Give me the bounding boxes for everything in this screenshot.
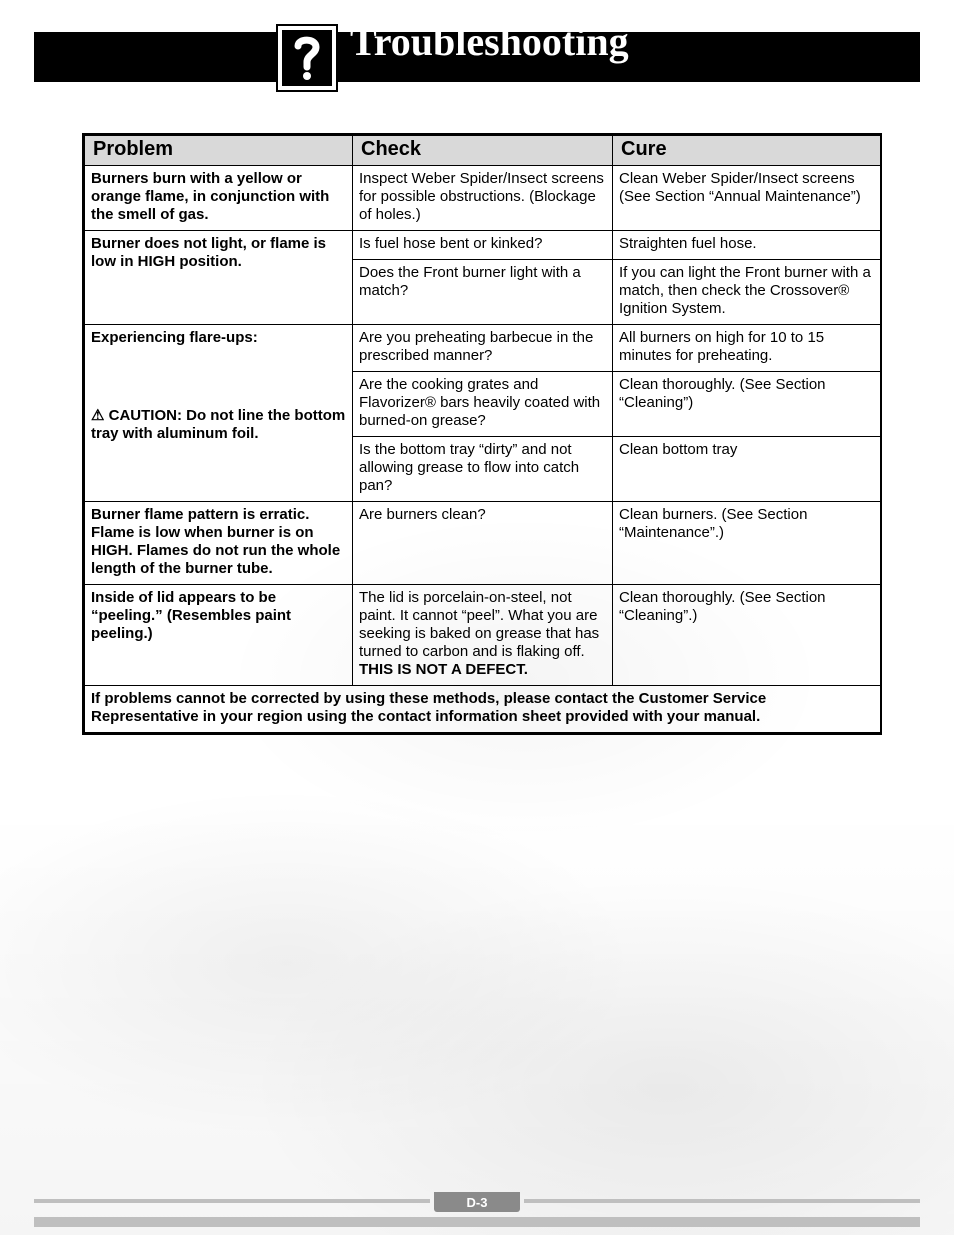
table-row: Burner flame pattern is erratic. Flame i… [85, 502, 881, 585]
cell-cure: Clean thoroughly. (See Section “Cleaning… [613, 372, 881, 437]
cell-check: The lid is porcelain-on-steel, not paint… [353, 585, 613, 686]
cell-check: Is the bottom tray “dirty” and not allow… [353, 437, 613, 502]
cell-cure: Straighten fuel hose. [613, 231, 881, 260]
col-header-check: Check [353, 136, 613, 166]
page-number: D-3 [467, 1195, 488, 1210]
cell-cure: If you can light the Front burner with a… [613, 260, 881, 325]
col-header-cure: Cure [613, 136, 881, 166]
troubleshooting-table: Problem Check Cure Burners burn with a y… [82, 133, 882, 735]
cell-cure: Clean thoroughly. (See Section “Cleaning… [613, 585, 881, 686]
cell-cure: Clean Weber Spider/Insect screens (See S… [613, 166, 881, 231]
cell-problem: Experiencing flare-ups: ⚠ CAUTION: Do no… [85, 325, 353, 502]
problem-top: Experiencing flare-ups: [91, 329, 258, 346]
table-row: Burner does not light, or flame is low i… [85, 231, 881, 260]
cell-check: Are you preheating barbecue in the presc… [353, 325, 613, 372]
table-header-row: Problem Check Cure [85, 136, 881, 166]
cell-cure: All burners on high for 10 to 15 minutes… [613, 325, 881, 372]
cell-problem: Inside of lid appears to be “peeling.” (… [85, 585, 353, 686]
cell-check: Are the cooking grates and Flavorizer® b… [353, 372, 613, 437]
cell-check: Are burners clean? [353, 502, 613, 585]
manual-page: Troubleshooting Problem Check Cure Burne… [0, 0, 954, 1235]
cell-check: Does the Front burner light with a match… [353, 260, 613, 325]
page-number-tab: D-3 [434, 1192, 520, 1212]
question-icon [278, 26, 336, 90]
footnote-text: If problems cannot be corrected by using… [85, 686, 881, 733]
footer-strip [34, 1217, 920, 1227]
cell-cure: Clean bottom tray [613, 437, 881, 502]
section-title: Troubleshooting [350, 22, 629, 62]
table-footnote-row: If problems cannot be corrected by using… [85, 686, 881, 733]
check-text: The lid is porcelain-on-steel, not paint… [359, 589, 599, 660]
cell-problem: Burners burn with a yellow or orange fla… [85, 166, 353, 231]
table-row: Experiencing flare-ups: ⚠ CAUTION: Do no… [85, 325, 881, 372]
table-row: Burners burn with a yellow or orange fla… [85, 166, 881, 231]
cell-cure: Clean burners. (See Section “Maintenance… [613, 502, 881, 585]
cell-check: Inspect Weber Spider/Insect screens for … [353, 166, 613, 231]
table-row: Inside of lid appears to be “peeling.” (… [85, 585, 881, 686]
cell-problem: Burner does not light, or flame is low i… [85, 231, 353, 325]
cell-check: Is fuel hose bent or kinked? [353, 231, 613, 260]
col-header-problem: Problem [85, 136, 353, 166]
check-bold-tail: THIS IS NOT A DEFECT. [359, 661, 528, 678]
caution-text: ⚠ CAUTION: Do not line the bottom tray w… [91, 407, 345, 442]
cell-problem: Burner flame pattern is erratic. Flame i… [85, 502, 353, 585]
